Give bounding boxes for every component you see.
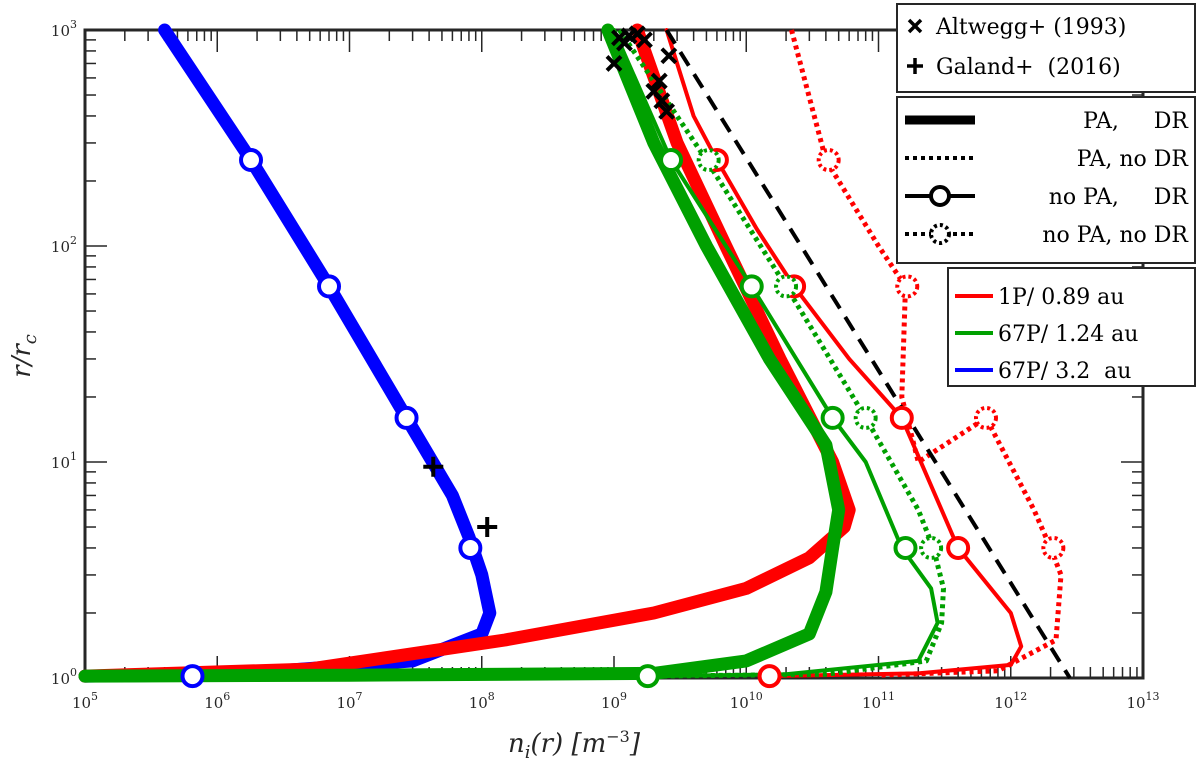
series-marker bbox=[458, 535, 483, 560]
series-marker bbox=[816, 148, 841, 173]
y-tick-label: 101 bbox=[51, 450, 77, 472]
series-marker bbox=[394, 405, 419, 430]
altwegg-marker bbox=[605, 55, 623, 72]
legend-observations: Altwegg+ (1993) Galand+ (2016) bbox=[896, 3, 1196, 93]
series-marker bbox=[659, 148, 684, 173]
y-tick-label: 102 bbox=[51, 234, 77, 256]
legend-label: 1P/ 0.89 au bbox=[998, 285, 1124, 310]
altwegg-marker bbox=[658, 102, 676, 120]
series-marker bbox=[696, 148, 721, 173]
y-axis-title: r/rc bbox=[7, 334, 41, 378]
series-line bbox=[789, 29, 1064, 678]
series-marker bbox=[757, 664, 782, 689]
altwegg-marker bbox=[636, 31, 653, 49]
series-marker bbox=[889, 405, 914, 430]
x-tick-label: 108 bbox=[469, 690, 495, 712]
y-tick-label: 100 bbox=[51, 666, 77, 688]
observation-points bbox=[423, 25, 678, 538]
legend-style-marker bbox=[929, 223, 951, 245]
series-marker bbox=[974, 405, 999, 430]
tick-labels: 105 106 107 108 109 1010 1011 1012 1013 100 101 102… bbox=[51, 18, 1160, 712]
x-tick-label: 1011 bbox=[862, 690, 895, 712]
series-marker bbox=[635, 664, 660, 689]
legend-line-styles: PA, DR PA, no DR no PA, DR no PA, no DR bbox=[896, 96, 1196, 264]
series-markers bbox=[180, 148, 1066, 689]
legend-label: PA, no DR bbox=[1077, 147, 1190, 172]
x-tick-label: 106 bbox=[204, 690, 230, 712]
series-marker bbox=[919, 535, 944, 560]
x-axis-title: ni(r) [m−3] bbox=[508, 727, 641, 759]
legend-comets: 1P/ 0.89 au 67P/ 1.24 au 67P/ 3.2 au bbox=[947, 267, 1196, 387]
x-tick-label: 107 bbox=[336, 690, 362, 712]
legend-label: 67P/ 3.2 au bbox=[998, 359, 1131, 384]
x-tick-label: 1012 bbox=[994, 690, 1027, 712]
legend-comets-box bbox=[947, 267, 1196, 387]
legend-style-marker bbox=[929, 185, 951, 207]
x-tick-label: 1010 bbox=[730, 690, 763, 712]
series-marker bbox=[774, 274, 799, 299]
galand-marker bbox=[477, 517, 498, 538]
legend-label: Altwegg+ (1993) bbox=[935, 15, 1126, 40]
series-marker bbox=[820, 405, 845, 430]
legend-label: no PA, no DR bbox=[1042, 223, 1189, 248]
series-marker bbox=[946, 535, 971, 560]
legend-observations-box bbox=[896, 3, 1196, 93]
legend-label: Galand+ (2016) bbox=[936, 55, 1121, 80]
legend-x-icon bbox=[907, 18, 923, 34]
series-marker bbox=[895, 274, 920, 299]
legend-label: 67P/ 1.24 au bbox=[998, 322, 1138, 347]
legend-label: PA, DR bbox=[1083, 109, 1189, 134]
legend-plus-icon bbox=[907, 58, 923, 74]
series-marker bbox=[853, 405, 878, 430]
series-marker bbox=[317, 274, 342, 299]
legend-label: no PA, DR bbox=[1049, 185, 1190, 210]
series-marker bbox=[180, 664, 205, 689]
x-tick-label: 105 bbox=[72, 690, 98, 712]
series-line bbox=[664, 28, 1072, 680]
series-marker bbox=[893, 535, 918, 560]
altwegg-marker bbox=[653, 92, 671, 110]
galand-marker bbox=[423, 456, 444, 477]
series-marker bbox=[739, 274, 764, 299]
y-tick-label: 103 bbox=[51, 18, 77, 40]
series-marker bbox=[239, 148, 264, 173]
x-tick-label: 1013 bbox=[1126, 690, 1159, 712]
series-marker bbox=[1041, 535, 1066, 560]
altwegg-marker bbox=[660, 47, 678, 65]
altwegg-marker bbox=[650, 72, 668, 90]
x-tick-label: 109 bbox=[601, 690, 627, 712]
